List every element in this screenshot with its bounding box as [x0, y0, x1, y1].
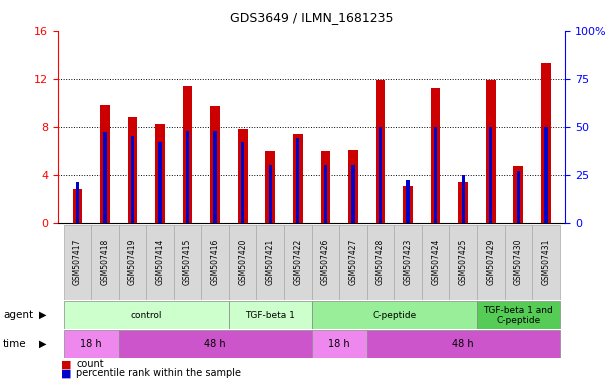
Bar	[284, 225, 312, 300]
Bar	[489, 127, 492, 223]
Bar	[351, 165, 354, 223]
Text: 48 h: 48 h	[204, 339, 226, 349]
Text: GSM507418: GSM507418	[100, 239, 109, 285]
Text: time: time	[3, 339, 27, 349]
Bar	[461, 175, 465, 223]
Bar	[229, 225, 257, 300]
Text: TGF-beta 1: TGF-beta 1	[246, 311, 295, 320]
Bar	[155, 124, 165, 223]
Bar	[241, 142, 244, 223]
Bar	[367, 225, 394, 300]
Bar	[103, 132, 106, 223]
Bar	[324, 165, 327, 223]
Bar	[312, 225, 339, 300]
Text: GSM507415: GSM507415	[183, 239, 192, 285]
Text: GSM507429: GSM507429	[486, 239, 496, 285]
Bar	[73, 189, 82, 223]
Bar	[379, 127, 382, 223]
Bar	[238, 129, 247, 223]
Bar	[174, 225, 202, 300]
Bar	[312, 330, 367, 358]
Bar	[541, 63, 551, 223]
Bar	[64, 301, 229, 329]
Bar	[544, 127, 547, 223]
Text: GSM507431: GSM507431	[541, 239, 551, 285]
Bar	[119, 225, 146, 300]
Bar	[76, 182, 79, 223]
Bar	[348, 149, 358, 223]
Bar	[517, 171, 520, 223]
Bar	[229, 301, 312, 329]
Bar	[186, 131, 189, 223]
Bar	[513, 166, 523, 223]
Bar	[131, 136, 134, 223]
Bar	[265, 151, 275, 223]
Bar	[202, 225, 229, 300]
Bar	[293, 134, 302, 223]
Text: ■: ■	[61, 368, 71, 378]
Text: GDS3649 / ILMN_1681235: GDS3649 / ILMN_1681235	[230, 12, 393, 25]
Bar	[269, 165, 272, 223]
Bar	[119, 330, 312, 358]
Bar	[406, 180, 410, 223]
Text: C-peptide: C-peptide	[372, 311, 417, 320]
Bar	[477, 301, 560, 329]
Bar	[100, 105, 110, 223]
Text: 18 h: 18 h	[80, 339, 102, 349]
Bar	[146, 225, 174, 300]
Bar	[64, 225, 91, 300]
Bar	[422, 225, 450, 300]
Bar	[434, 127, 437, 223]
Bar	[505, 225, 532, 300]
Bar	[532, 225, 560, 300]
Text: agent: agent	[3, 310, 33, 320]
Bar	[158, 142, 162, 223]
Bar	[128, 117, 137, 223]
Bar	[376, 80, 386, 223]
Bar	[321, 151, 330, 223]
Text: GSM507419: GSM507419	[128, 239, 137, 285]
Text: GSM507417: GSM507417	[73, 239, 82, 285]
Bar	[486, 80, 496, 223]
Text: 48 h: 48 h	[452, 339, 474, 349]
Bar	[403, 185, 413, 223]
Text: GSM507430: GSM507430	[514, 239, 523, 285]
Bar	[257, 225, 284, 300]
Bar	[183, 86, 192, 223]
Bar	[296, 138, 299, 223]
Bar	[91, 225, 119, 300]
Bar	[477, 225, 505, 300]
Bar	[394, 225, 422, 300]
Text: GSM507424: GSM507424	[431, 239, 440, 285]
Bar	[458, 182, 468, 223]
Text: TGF-beta 1 and
C-peptide: TGF-beta 1 and C-peptide	[483, 306, 553, 325]
Text: 18 h: 18 h	[328, 339, 350, 349]
Text: GSM507427: GSM507427	[348, 239, 357, 285]
Text: GSM507416: GSM507416	[211, 239, 219, 285]
Bar	[64, 330, 119, 358]
Text: GSM507420: GSM507420	[238, 239, 247, 285]
Text: ▶: ▶	[39, 310, 46, 320]
Bar	[431, 88, 441, 223]
Text: control: control	[131, 311, 162, 320]
Bar	[339, 225, 367, 300]
Text: GSM507421: GSM507421	[266, 239, 275, 285]
Text: GSM507428: GSM507428	[376, 239, 385, 285]
Text: GSM507426: GSM507426	[321, 239, 330, 285]
Text: ■: ■	[61, 359, 71, 369]
Text: GSM507414: GSM507414	[156, 239, 164, 285]
Text: count: count	[76, 359, 104, 369]
Text: GSM507423: GSM507423	[404, 239, 412, 285]
Text: GSM507422: GSM507422	[293, 239, 302, 285]
Text: GSM507425: GSM507425	[459, 239, 467, 285]
Text: ▶: ▶	[39, 339, 46, 349]
Bar	[450, 225, 477, 300]
Bar	[367, 330, 560, 358]
Bar	[213, 131, 217, 223]
Text: percentile rank within the sample: percentile rank within the sample	[76, 368, 241, 378]
Bar	[210, 106, 220, 223]
Bar	[312, 301, 477, 329]
